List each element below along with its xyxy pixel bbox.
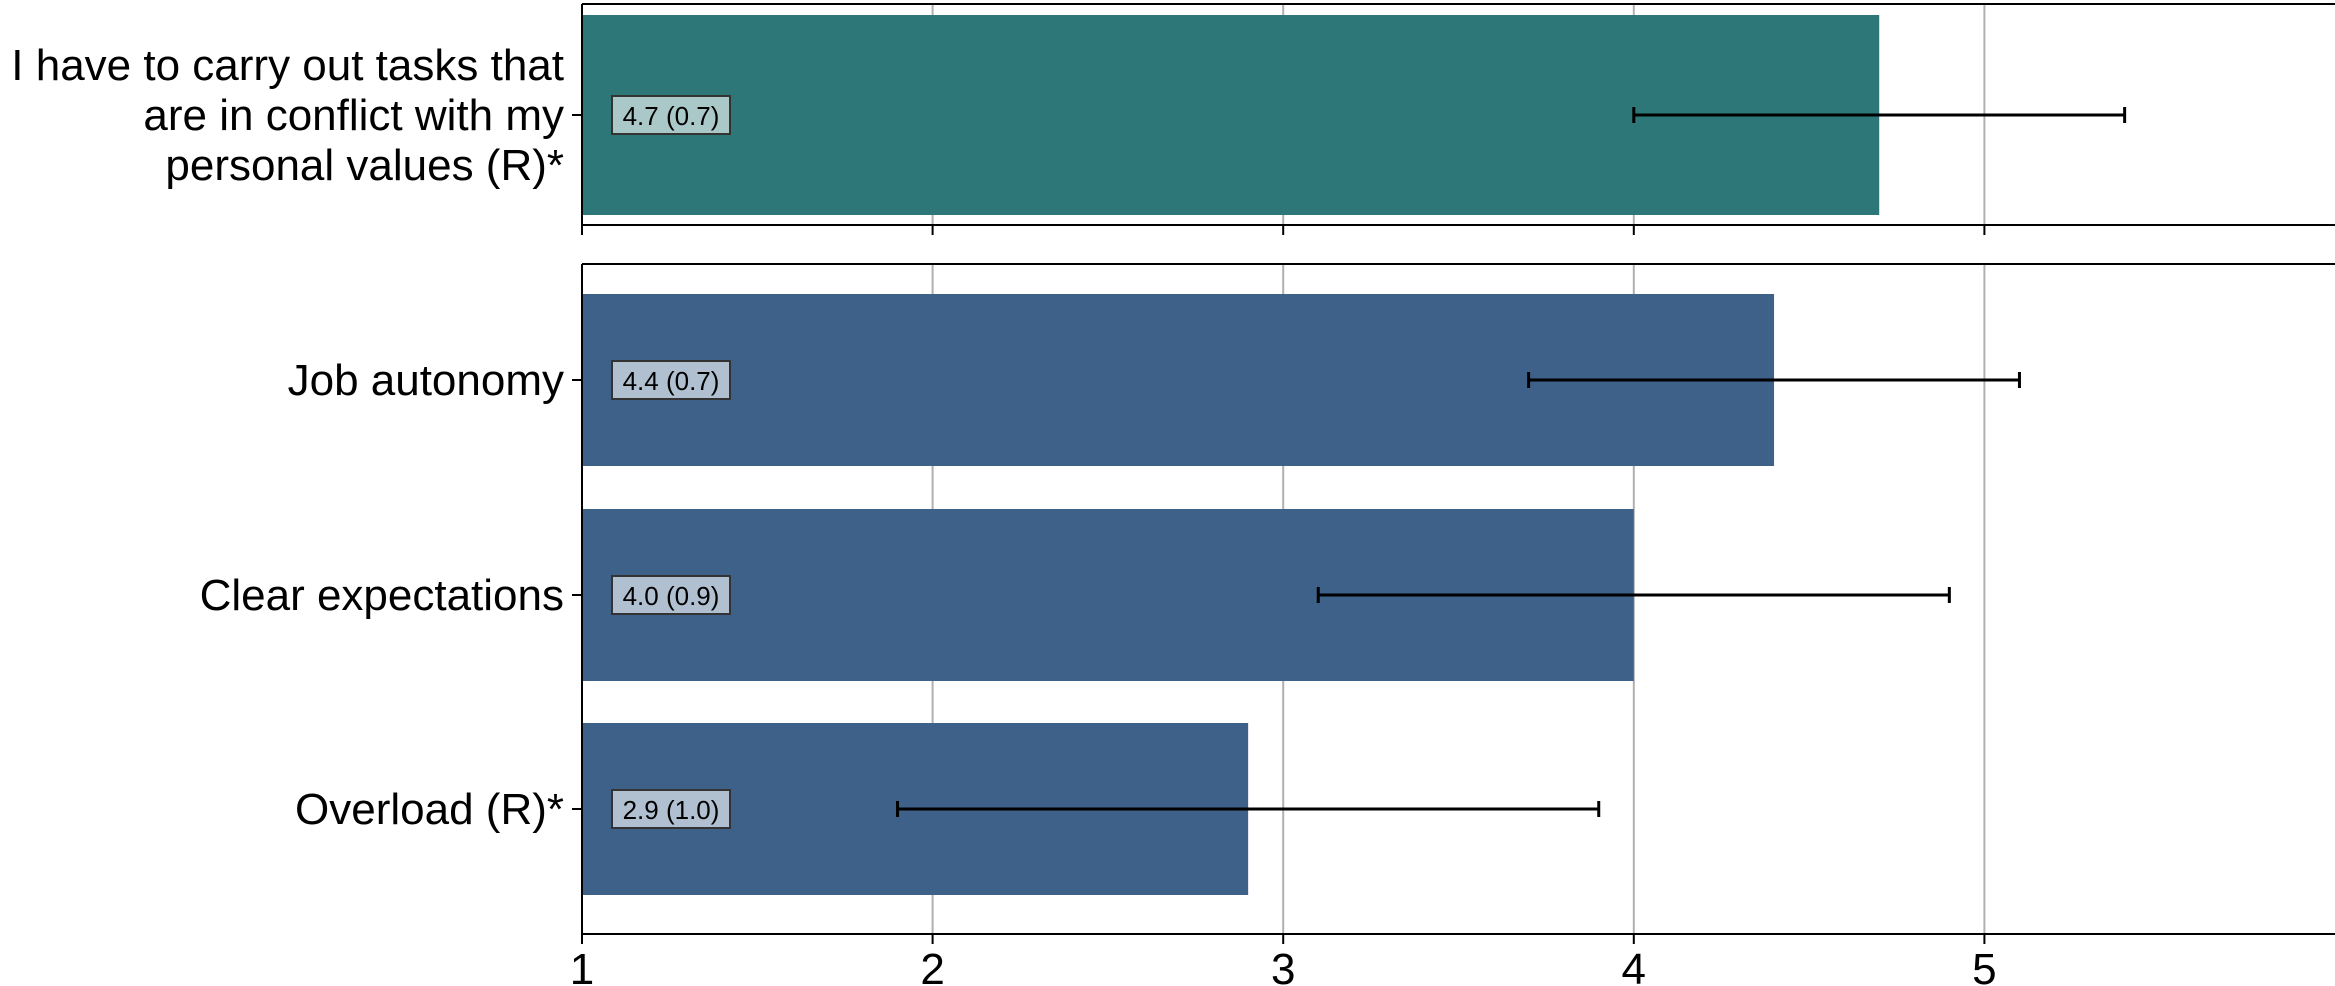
panel-2: 4.4 (0.7) Job autonomy 4.0 (0.9) Clear expe… — [200, 263, 2335, 944]
x-tick-label: 3 — [1271, 945, 1295, 986]
value-label-box — [611, 575, 731, 615]
category-label: are in conflict with my — [143, 91, 564, 140]
x-tick-label: 1 — [570, 945, 594, 986]
category-label: Clear expectations — [200, 571, 564, 620]
value-label-box — [611, 360, 731, 400]
category-label: Job autonomy — [288, 356, 564, 405]
x-tick-label: 5 — [1972, 945, 1996, 986]
x-tick-label: 2 — [920, 945, 944, 986]
panel-1: 4.7 (0.7) I have to carry out tasks thata… — [11, 3, 2335, 235]
value-label: 2.9 (1.0) — [623, 795, 720, 825]
category-label: Overload (R)* — [295, 785, 564, 834]
value-label: 4.7 (0.7) — [623, 101, 720, 131]
panels-layer: 4.7 (0.7) I have to carry out tasks thata… — [11, 3, 2335, 944]
x-axis: 1 2 3 4 5 — [570, 945, 1997, 986]
value-label-box — [611, 789, 731, 829]
value-label-box — [611, 95, 731, 135]
value-label: 4.4 (0.7) — [623, 366, 720, 396]
category-label: I have to carry out tasks that — [11, 41, 564, 90]
x-tick-label: 4 — [1622, 945, 1646, 986]
value-label: 4.0 (0.9) — [623, 581, 720, 611]
category-label: personal values (R)* — [165, 141, 564, 190]
